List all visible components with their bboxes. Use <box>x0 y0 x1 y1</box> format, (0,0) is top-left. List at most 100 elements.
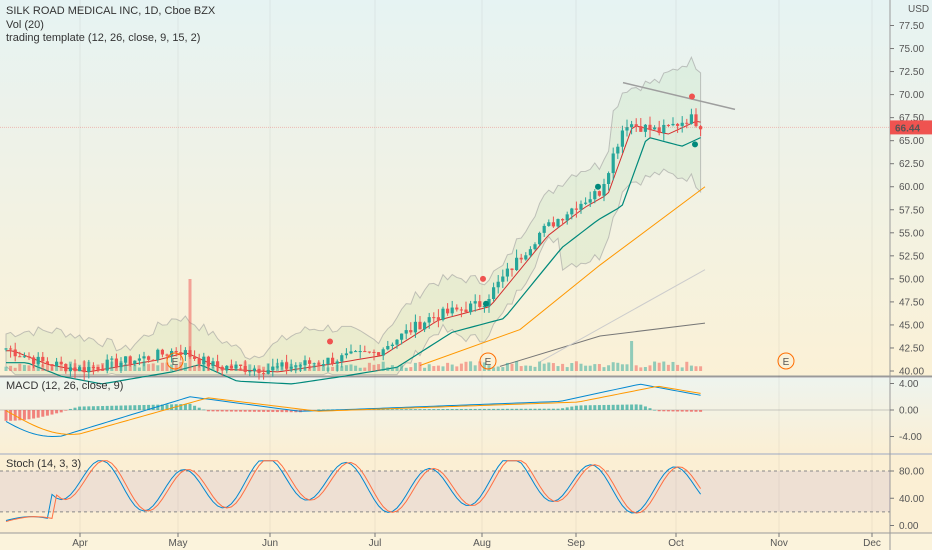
macd-histogram-bar <box>469 408 473 410</box>
candle-body <box>105 359 109 371</box>
volume-bar <box>18 363 22 371</box>
volume-bar <box>418 362 422 371</box>
volume-bar <box>400 365 404 371</box>
candle-body <box>643 124 647 132</box>
earnings-marker-label: E <box>783 357 790 368</box>
candle-body <box>211 361 215 367</box>
volume-bar <box>542 363 546 371</box>
macd-histogram-bar <box>45 410 49 416</box>
candle-body <box>607 173 611 184</box>
volume-bar <box>676 364 680 371</box>
volume-bar <box>666 364 670 371</box>
candle-body <box>82 367 86 373</box>
macd-histogram-bar <box>473 408 477 410</box>
candle-body <box>335 361 339 364</box>
macd-tick-label: -4.00 <box>899 432 922 443</box>
price-tick-label: 52.50 <box>899 251 924 262</box>
volume-bar <box>367 362 371 371</box>
macd-histogram-bar <box>252 410 256 412</box>
volume-bar <box>331 366 335 371</box>
candle-body <box>317 363 321 365</box>
macd-histogram-bar <box>271 410 275 413</box>
macd-histogram-bar <box>27 410 31 420</box>
volume-bar <box>565 367 569 371</box>
candle-body <box>515 257 519 271</box>
candle-body <box>478 301 482 307</box>
candle-body <box>390 344 394 347</box>
x-tick-label-jun: Jun <box>262 538 278 549</box>
candle-body <box>266 370 270 374</box>
volume-bar <box>538 361 542 371</box>
macd-histogram-bar <box>441 409 445 410</box>
candle-body <box>666 124 670 126</box>
candle-body <box>354 351 358 353</box>
earnings-marker <box>479 352 497 370</box>
candle-body <box>303 360 307 366</box>
macd-histogram-bar <box>211 410 215 412</box>
candle-body <box>174 350 178 353</box>
candle-body <box>464 309 468 313</box>
candle-body <box>662 124 666 134</box>
candle-body <box>367 351 371 353</box>
candle-body <box>349 351 353 354</box>
candle-body <box>41 356 45 362</box>
gray-ma-line <box>499 322 706 367</box>
x-tick-label-jul: Jul <box>369 538 382 549</box>
light-ma-line <box>539 269 706 363</box>
volume-bar <box>519 366 523 371</box>
candle-body <box>45 361 49 365</box>
candle-body <box>588 199 592 203</box>
volume-bar <box>602 367 606 371</box>
volume-bar <box>257 365 261 371</box>
candle-body <box>55 361 59 367</box>
candle-body <box>285 362 289 369</box>
macd-histogram-bar <box>680 410 684 412</box>
candle-body <box>234 364 238 369</box>
ema-slow-line <box>6 137 701 385</box>
macd-histogram-bar <box>533 408 537 410</box>
macd-histogram-bar <box>653 409 657 411</box>
volume-bar <box>653 361 657 371</box>
candle-body <box>584 202 588 204</box>
macd-histogram-bar <box>225 410 229 412</box>
candle-body <box>239 364 243 366</box>
macd-histogram-bar <box>689 410 693 412</box>
candle-body <box>78 367 82 372</box>
macd-histogram-bar <box>478 408 482 410</box>
price-tick-label: 42.50 <box>899 343 924 354</box>
candle-body <box>524 255 528 260</box>
macd-histogram-bar <box>381 409 385 410</box>
candle-body <box>446 308 450 314</box>
macd-histogram-bar <box>321 409 325 411</box>
candle-body <box>496 281 500 288</box>
macd-histogram-bar <box>32 410 36 419</box>
volume-bar <box>349 364 353 371</box>
candle-body <box>133 360 137 365</box>
candle-body <box>487 299 491 307</box>
candle-body <box>225 365 229 370</box>
pivot-marker <box>692 141 698 148</box>
last-price-tag <box>890 120 932 135</box>
macd-histogram-bar <box>114 405 118 410</box>
volume-bar <box>680 367 684 371</box>
x-tick-label-aug: Aug <box>473 538 491 549</box>
macd-histogram-bar <box>510 408 514 410</box>
candle-body <box>404 330 408 334</box>
macd-histogram-bar <box>193 405 197 410</box>
candle-body <box>597 191 601 196</box>
volume-bar <box>197 364 201 371</box>
stoch-tick-label: 80.00 <box>899 467 924 478</box>
macd-histogram-bar <box>59 410 63 413</box>
macd-histogram-bar <box>671 410 675 412</box>
macd-histogram-bar <box>446 409 450 410</box>
candle-body <box>611 153 615 174</box>
candle-body <box>676 123 680 126</box>
candle-body <box>197 358 201 364</box>
earnings-marker-label: E <box>485 357 492 368</box>
candle-body <box>9 348 13 350</box>
candle-body <box>450 307 454 314</box>
price-tick-label: 60.00 <box>899 182 924 193</box>
candle-body <box>547 222 551 226</box>
